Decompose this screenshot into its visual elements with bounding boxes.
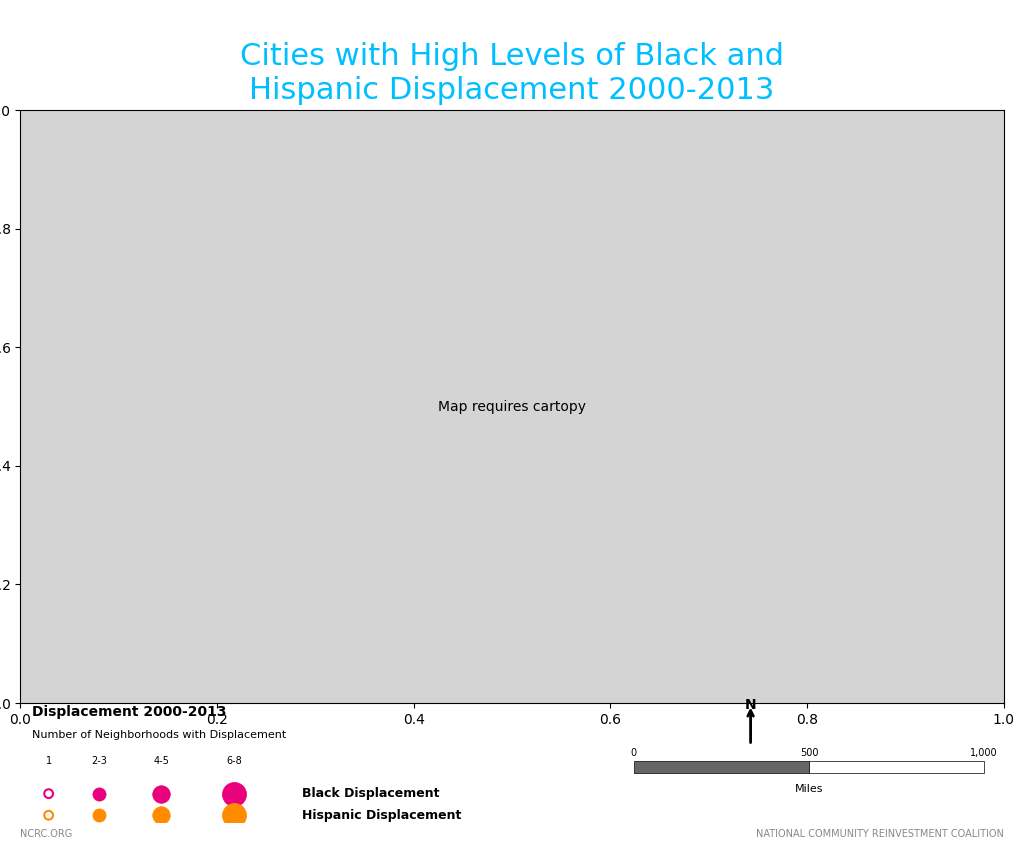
Text: Black Displacement: Black Displacement	[302, 787, 439, 800]
Text: Cities with High Levels of Black and
Hispanic Displacement 2000-2013: Cities with High Levels of Black and His…	[240, 42, 784, 105]
Text: Number of Neighborhoods with Displacement: Number of Neighborhoods with Displacemen…	[32, 730, 286, 740]
Text: Miles: Miles	[795, 783, 823, 794]
Point	[550, 694, 566, 707]
Text: 4-5: 4-5	[154, 756, 169, 766]
Text: Map requires cartopy: Map requires cartopy	[438, 400, 586, 413]
Text: Hispanic Displacement: Hispanic Displacement	[302, 809, 462, 822]
Text: 2-3: 2-3	[91, 756, 108, 766]
Text: NCRC.ORG: NCRC.ORG	[20, 828, 73, 839]
Bar	[634, 761, 809, 773]
Text: 6-8: 6-8	[226, 756, 243, 766]
Text: 1: 1	[46, 756, 51, 766]
Point	[1011, 497, 1024, 511]
Text: N: N	[744, 698, 757, 712]
Text: 0: 0	[631, 748, 637, 758]
Text: NATIONAL COMMUNITY REINVESTMENT COALITION: NATIONAL COMMUNITY REINVESTMENT COALITIO…	[756, 828, 1004, 839]
Bar	[809, 761, 984, 773]
Text: 1,000: 1,000	[971, 748, 997, 758]
Point	[550, 497, 566, 511]
Text: 500: 500	[800, 748, 818, 758]
Point	[1011, 694, 1024, 707]
Text: Displacement 2000-2013: Displacement 2000-2013	[32, 705, 226, 719]
